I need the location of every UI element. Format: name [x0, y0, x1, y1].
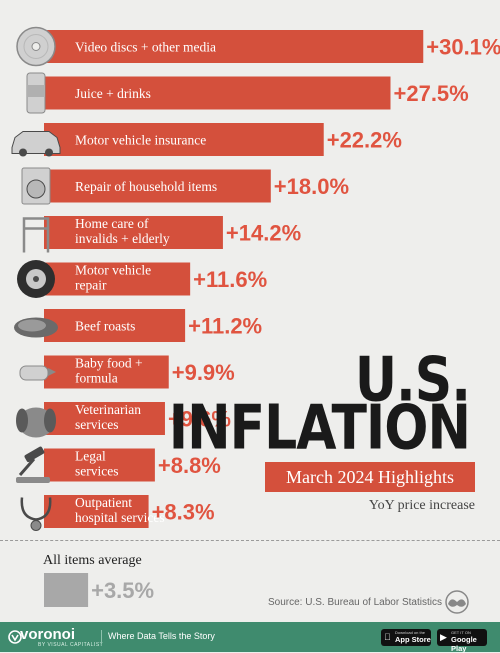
- bar-category-label: Outpatient hospital services: [75, 495, 165, 525]
- bar-value-label: +8.8%: [158, 453, 221, 478]
- bar-value-label: +8.3%: [152, 500, 215, 525]
- bar-category-label: Baby food + formula: [75, 356, 143, 386]
- bar-9: [44, 402, 165, 435]
- app-store-button[interactable]:  Download on the App Store: [381, 629, 431, 646]
- average-group: +3.5%: [44, 573, 154, 607]
- app-store-label: App Store: [395, 635, 431, 644]
- bar-category-label: Home care of invalids + elderly: [75, 216, 170, 246]
- bar-3: [44, 123, 324, 156]
- walker-icon: [22, 217, 50, 253]
- bar-value-label: +30.1%: [426, 35, 500, 60]
- section-divider: [0, 540, 500, 541]
- bar-value-label: +22.2%: [327, 128, 402, 153]
- bar-category-label: Repair of household items: [75, 179, 217, 194]
- category-icons: [11, 26, 61, 531]
- brand-name[interactable]: voronoi: [20, 626, 75, 643]
- bar-value-label: +14.2%: [226, 221, 301, 246]
- app-store-small-label: Download on the: [395, 630, 426, 635]
- source-note: Source: U.S. Bureau of Labor Statistics: [268, 597, 442, 608]
- average-value-label: +3.5%: [91, 578, 154, 603]
- tagline: Where Data Tells the Story: [108, 631, 215, 641]
- beef-roast-icon: [14, 317, 58, 338]
- average-title: All items average: [43, 553, 142, 568]
- tire-icon: [17, 260, 55, 298]
- bar-10: [44, 448, 155, 482]
- bar-1: [44, 30, 424, 63]
- bar-2: [44, 76, 391, 110]
- footer-separator: [101, 630, 102, 644]
- car-icon: [11, 131, 61, 157]
- bar-category-label: Juice + drinks: [75, 86, 151, 101]
- can-icon: [26, 72, 46, 114]
- stethoscope-icon: [20, 497, 52, 531]
- google-play-small-label: GET IT ON: [451, 630, 471, 635]
- gavel-icon: [16, 446, 50, 483]
- washing-machine-icon: [21, 167, 51, 205]
- title-line-1: U.S.: [354, 345, 471, 417]
- baby-bottle-icon: [19, 365, 56, 381]
- disc-icon: [16, 26, 56, 67]
- bar-4: [44, 169, 271, 203]
- bar-category-label: Beef roasts: [75, 319, 135, 334]
- bar-value-label: +11.6%: [193, 267, 267, 292]
- voronoi-logo-icon: [8, 630, 22, 644]
- play-icon: ▶: [440, 632, 447, 642]
- average-bar: [44, 573, 89, 607]
- bar-category-label: Legal services: [75, 449, 118, 479]
- bar-value-label: +9.6%: [168, 407, 231, 432]
- bar-7: [44, 309, 186, 342]
- footer-bar: voronoi BY VISUAL CAPITALIST Where Data …: [0, 622, 500, 653]
- google-play-button[interactable]: ▶ GET IT ON Google Play: [437, 629, 487, 653]
- apple-icon: : [384, 632, 391, 642]
- brand-subtitle: BY VISUAL CAPITALIST: [38, 642, 104, 648]
- title-line-2: INFLATION: [168, 393, 471, 465]
- bar-value-label: +18.0%: [274, 174, 349, 199]
- bar-11: [44, 495, 149, 528]
- bar-8: [44, 355, 169, 389]
- inflation-bar-chart: Video discs + other media +30.1% Juice + d…: [11, 26, 500, 607]
- bar-6: [44, 262, 191, 296]
- bar-value-label: +27.5%: [394, 81, 469, 106]
- bar-category-label: Motor vehicle repair: [75, 263, 151, 293]
- metric-label: YoY price increase: [368, 498, 475, 513]
- bar-value-label: +11.2%: [188, 314, 262, 339]
- visual-capitalist-logo-icon: [445, 590, 469, 614]
- dog-icon: [16, 407, 56, 438]
- bar-category-label: Motor vehicle insurance: [75, 133, 206, 148]
- bar-category-label: Veterinarian services: [75, 402, 141, 432]
- bar-value-label: +9.9%: [172, 360, 235, 385]
- bar-category-label: Video discs + other media: [75, 40, 216, 55]
- subtitle: March 2024 Highlights: [265, 462, 475, 492]
- bars-group: Video discs + other media +30.1% Juice + d…: [44, 30, 500, 528]
- google-play-label: Google Play: [451, 635, 477, 653]
- bar-5: [44, 216, 223, 249]
